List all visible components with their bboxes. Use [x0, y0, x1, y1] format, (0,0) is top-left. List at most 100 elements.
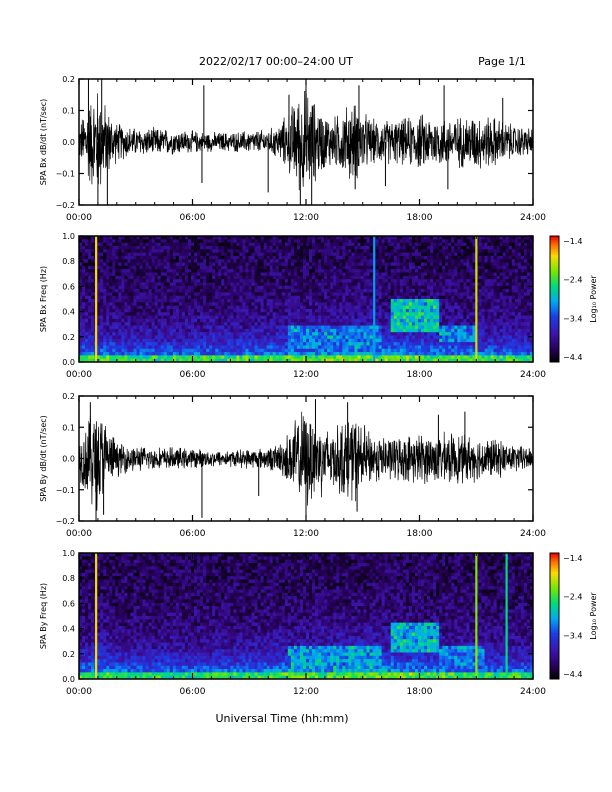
spectrogram-cell: [254, 302, 258, 307]
spectrogram-cell: [103, 282, 107, 287]
spectrogram-cell: [109, 245, 113, 250]
spectrogram-cell: [121, 338, 125, 343]
spectrogram-cell: [436, 282, 440, 287]
spectrogram-cell: [354, 279, 358, 283]
spectrogram-cell: [236, 332, 240, 336]
spectrogram-cell: [369, 355, 373, 360]
spectrogram-cell: [284, 342, 289, 346]
spectrogram-cell: [281, 292, 286, 297]
spectrogram-cell: [348, 312, 352, 316]
spectrogram-cell: [369, 345, 373, 350]
spectrogram-cell: [212, 312, 216, 316]
spectrogram-cell: [260, 262, 265, 267]
spectrogram-cell: [194, 312, 198, 316]
spectrogram-cell: [318, 289, 322, 293]
spectrogram-cell: [321, 295, 325, 300]
spectrogram-cell: [411, 358, 416, 363]
spectrogram-cell: [342, 322, 346, 326]
spectrogram-cell: [190, 318, 195, 323]
spectrogram-cell: [133, 289, 137, 293]
spectrogram-cell: [375, 262, 380, 267]
spectrogram-cell: [466, 328, 470, 333]
spectrogram-cell: [160, 249, 165, 253]
spectrogram-cell: [402, 302, 407, 307]
spectrogram-cell: [378, 312, 383, 316]
spectrogram-cell: [163, 342, 168, 346]
spectrogram-cell: [266, 335, 271, 340]
spectrogram-cell: [375, 302, 380, 307]
spectrogram-cell: [424, 348, 428, 353]
spectrogram-cell: [354, 325, 358, 330]
spectrogram-cell: [299, 292, 304, 297]
spectrogram-cell: [384, 325, 389, 330]
spectrogram-cell: [284, 312, 289, 316]
spectrogram-cell: [436, 285, 440, 290]
spectrogram-cell: [363, 252, 367, 257]
spectrogram-cell: [345, 348, 349, 353]
x-tick-label: 06:00: [180, 213, 206, 223]
spectrogram-cell: [175, 236, 180, 240]
spectrogram-cell: [299, 249, 304, 253]
spectrogram-cell: [430, 249, 434, 253]
spectrogram-cell: [333, 259, 337, 263]
spectrogram-cell: [248, 335, 252, 340]
spectrogram-cell: [333, 318, 337, 323]
spectrogram-cell: [97, 312, 101, 316]
spectrogram-cell: [115, 269, 119, 273]
spectrogram-cell: [363, 352, 367, 356]
spectrogram-cell: [296, 305, 301, 310]
spectrogram-cell: [91, 358, 95, 363]
spectrogram-cell: [97, 315, 101, 320]
spectrogram-cell: [97, 318, 101, 323]
spectrogram-cell: [197, 308, 201, 313]
spectrogram-cell: [384, 302, 389, 307]
spectrogram-cell: [466, 338, 470, 343]
spectrogram-cell: [463, 255, 467, 260]
spectrogram-cell: [421, 292, 425, 297]
spectrogram-cell: [148, 285, 153, 290]
spectrogram-cell: [269, 289, 274, 293]
spectrogram-cell: [85, 255, 89, 260]
spectrogram-cell: [160, 358, 165, 363]
spectrogram-cell: [330, 322, 334, 326]
spectrogram-cell: [327, 332, 331, 336]
spectrogram-cell: [248, 318, 252, 323]
spectrogram-cell: [133, 328, 137, 333]
spectrogram-cell: [281, 332, 286, 336]
spectrogram-cell: [245, 325, 249, 330]
spectrogram-cell: [163, 292, 168, 297]
spectrogram-cell: [100, 272, 104, 277]
spectrogram-cell: [236, 352, 240, 356]
spectrogram-cell: [357, 252, 361, 257]
spectrogram-cell: [88, 315, 92, 320]
spectrogram-cell: [275, 249, 280, 253]
spectrogram-cell: [312, 282, 316, 287]
spectrogram-cell: [257, 308, 261, 313]
spectrogram-cell: [424, 279, 428, 283]
spectrogram-cell: [248, 282, 252, 287]
spectrogram-cell: [230, 279, 234, 283]
spectrogram-cell: [224, 325, 228, 330]
spectrogram-cell: [390, 255, 395, 260]
spectrogram-cell: [405, 352, 410, 356]
spectrogram-cell: [251, 315, 255, 320]
spectrogram-cell: [242, 242, 246, 247]
spectrogram-cell: [239, 342, 243, 346]
spectrogram-cell: [393, 292, 398, 297]
spectrogram-cell: [439, 332, 443, 336]
spectrogram-cell: [163, 252, 168, 257]
spectrogram-cell: [133, 335, 137, 340]
spectrogram-cell: [209, 302, 213, 307]
y-tick-label: −0.2: [56, 201, 75, 210]
spectrogram-cell: [133, 275, 137, 280]
spectrogram-cell: [227, 255, 231, 260]
spectrogram-cell: [82, 308, 86, 313]
spectrogram-cell: [151, 355, 156, 360]
spectrogram-cell: [209, 318, 213, 323]
spectrogram-cell: [154, 239, 159, 244]
spectrogram-cell: [445, 285, 449, 290]
spectrogram-cell: [363, 292, 367, 297]
spectrogram-cell: [206, 355, 210, 360]
spectrogram-cell: [260, 279, 265, 283]
spectrogram-cell: [284, 262, 289, 267]
